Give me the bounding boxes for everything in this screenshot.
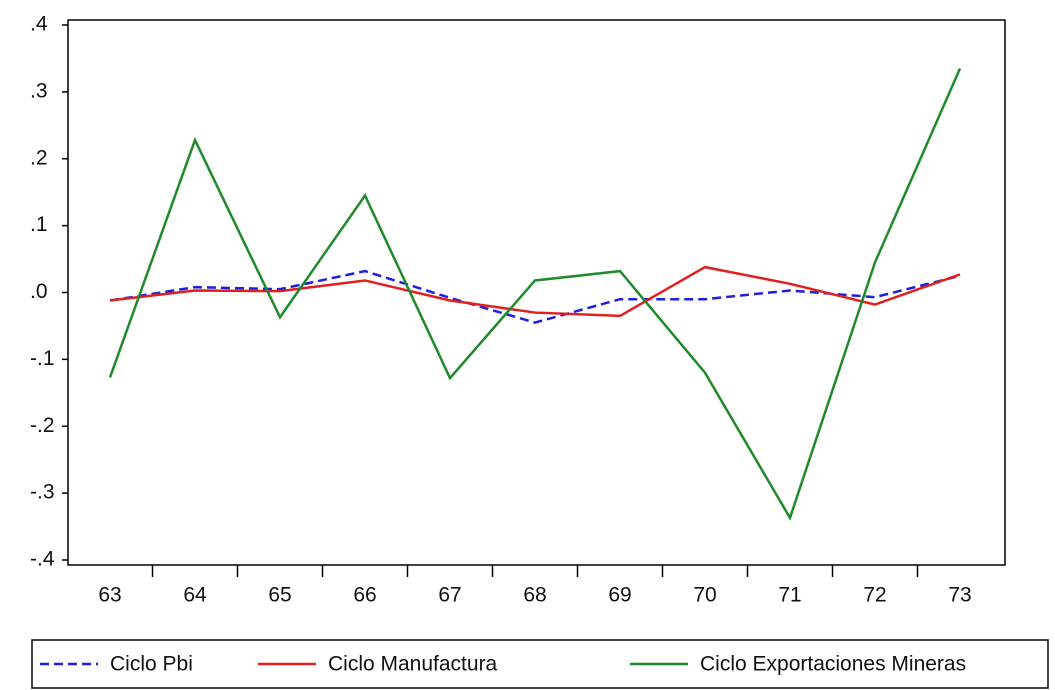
y-tick-label: .2 <box>30 146 48 169</box>
legend-label: Ciclo Exportaciones Mineras <box>700 653 966 676</box>
y-tick-label: .1 <box>30 213 48 236</box>
y-tick-label: -.4 <box>30 548 55 571</box>
x-tick-label: 68 <box>523 584 546 607</box>
y-tick-label: -.2 <box>30 414 55 437</box>
x-tick-label: 72 <box>863 584 886 607</box>
y-tick-label: .3 <box>30 79 48 102</box>
y-tick-label: .0 <box>30 280 48 303</box>
x-tick-label: 67 <box>438 584 461 607</box>
x-tick-label: 65 <box>268 584 291 607</box>
x-tick-label: 66 <box>353 584 376 607</box>
x-tick-label: 63 <box>98 584 121 607</box>
x-tick-label: 64 <box>183 584 207 607</box>
series-line <box>109 269 961 324</box>
x-tick-label: 69 <box>608 584 631 607</box>
x-tick-label: 70 <box>693 584 716 607</box>
series-line <box>109 265 961 318</box>
y-tick-label: -.3 <box>30 481 55 504</box>
y-tick-label: .4 <box>30 13 48 36</box>
legend-box <box>31 639 1049 689</box>
y-tick-label: -.1 <box>30 347 55 370</box>
x-tick-label: 73 <box>948 584 971 607</box>
legend-label: Ciclo Pbi <box>110 653 193 676</box>
series-line <box>108 67 962 521</box>
x-tick-label: 71 <box>778 584 801 607</box>
legend-label: Ciclo Manufactura <box>328 653 498 676</box>
